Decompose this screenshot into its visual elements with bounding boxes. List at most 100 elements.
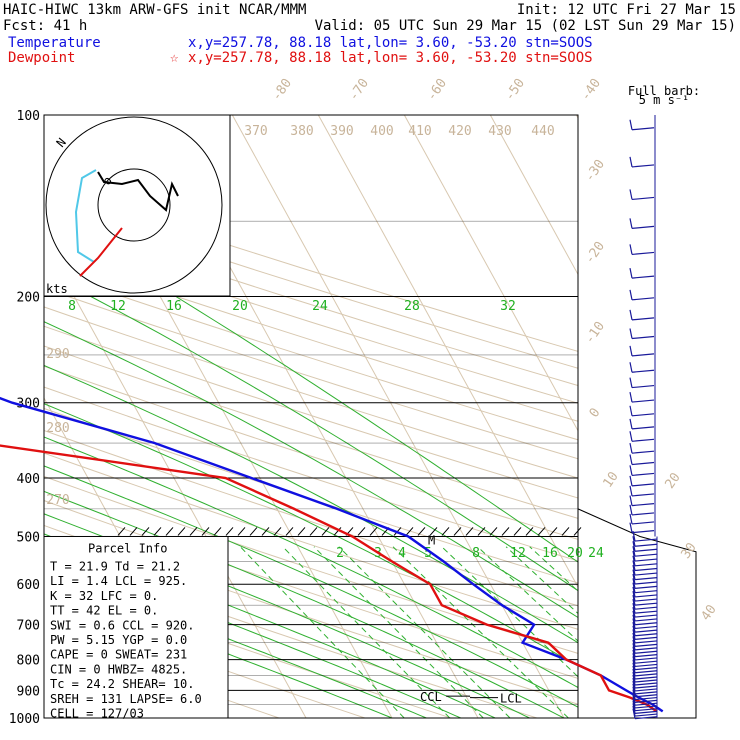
isotherm <box>403 115 578 432</box>
hodograph-trace-lower <box>79 227 123 277</box>
wind-barb <box>629 377 655 389</box>
wind-barb-flag <box>629 513 633 525</box>
wind-barb-flag <box>629 362 633 373</box>
wind-barb <box>632 603 658 614</box>
temperature-tick-label: -40 <box>578 76 604 104</box>
theta-label: 400 <box>370 124 393 139</box>
wind-barb <box>629 431 655 442</box>
wind-barb-staff <box>631 493 655 497</box>
mixing-ratio-label: 24 <box>588 546 604 561</box>
level-hatch <box>141 527 150 536</box>
wind-barb-flag <box>632 595 636 606</box>
theta-label: 290 <box>46 347 69 362</box>
wind-barb-staff <box>631 164 655 168</box>
wind-barb <box>632 625 658 637</box>
level-hatch <box>297 527 306 536</box>
level-hatch <box>117 527 126 536</box>
pressure-tick-label: 800 <box>17 654 40 669</box>
level-hatch <box>153 527 162 536</box>
level-hatch <box>477 527 486 536</box>
wind-barb-staff <box>631 196 655 201</box>
level-hatch <box>273 527 282 536</box>
wind-barb-staff <box>634 618 658 622</box>
wind-barb <box>629 522 655 534</box>
wind-barb-staff <box>634 581 658 585</box>
dewpoint-legend: Dewpoint <box>8 50 75 66</box>
wind-barb <box>629 391 655 403</box>
wind-barb-staff <box>634 650 658 654</box>
moist-adiabat-label: 8 <box>68 299 76 314</box>
wind-barb-staff <box>631 530 655 534</box>
wind-barb-flag <box>632 656 636 667</box>
wind-barb <box>632 599 658 610</box>
wind-barb-flag <box>632 573 636 585</box>
theta-label: 270 <box>46 493 69 508</box>
level-hatch <box>237 527 246 536</box>
wind-barb-flag <box>632 590 636 602</box>
wind-barb <box>629 465 655 477</box>
level-hatch <box>573 527 582 536</box>
wind-barb-staff <box>634 670 658 674</box>
ccl-label: CCL <box>420 690 442 704</box>
wind-barb-staff <box>631 353 655 357</box>
wind-barb-staff <box>634 702 658 706</box>
parcel-info-row: CIN = 0 HWBZ= 4825. <box>50 662 187 676</box>
wind-barb-flag <box>629 475 633 486</box>
wind-barb-staff <box>634 710 658 714</box>
dewpoint-info: x,y=257.78, 88.18 lat,lon= 3.60, -53.20 … <box>188 50 593 66</box>
temperature-tick-label: -20 <box>582 239 608 267</box>
wind-barb <box>632 653 658 664</box>
wind-barb-staff <box>631 275 655 279</box>
wind-barb-staff <box>634 548 658 552</box>
wind-barb-flag <box>632 586 636 598</box>
wind-barb-staff <box>634 699 658 703</box>
wind-barb <box>632 622 658 633</box>
wind-barb-staff <box>634 643 658 647</box>
pressure-tick-label: 1000 <box>9 712 40 727</box>
wind-barb-flag <box>629 431 633 442</box>
parcel-info-row: SWI = 0.6 CCL = 920. <box>50 618 195 632</box>
wind-barb <box>629 405 655 417</box>
level-hatch <box>129 527 138 536</box>
level-hatch <box>321 527 330 536</box>
wind-barb-flag <box>629 522 633 533</box>
wind-barb-staff <box>634 679 658 683</box>
header-title: HAIC-HIWC 13km ARW-GFS init NCAR/MMM <box>3 2 306 18</box>
wind-barb-staff <box>634 691 658 695</box>
level-hatch <box>537 527 546 536</box>
moist-adiabat-label: 28 <box>404 299 420 314</box>
temperature-tick-label: 30 <box>678 540 699 561</box>
temperature-tick-label: 20 <box>662 470 683 491</box>
parcel-info-row: CAPE = 0 SWEAT= 231 <box>50 648 187 662</box>
level-hatch <box>369 527 378 536</box>
wind-barb <box>632 578 658 589</box>
wind-barb-staff <box>631 225 655 229</box>
pressure-tick-label: 700 <box>17 619 40 634</box>
mixing-ratio-label: 16 <box>542 546 558 561</box>
wind-barb-flag <box>632 536 636 547</box>
wind-barb-flag <box>629 454 633 465</box>
wind-barb-flag <box>632 546 636 557</box>
wind-barb <box>632 590 658 602</box>
wind-barb-staff <box>631 472 655 477</box>
wind-barb-staff <box>634 598 658 602</box>
wind-barb-flag <box>632 659 636 670</box>
level-hatch <box>201 527 210 536</box>
wind-barb-flag <box>629 328 633 339</box>
wind-barb <box>632 573 658 585</box>
wind-barb-staff <box>631 399 655 403</box>
wind-barb <box>629 189 655 201</box>
level-hatch <box>429 527 438 536</box>
temperature-tick-label: -30 <box>582 157 608 185</box>
wind-barb <box>629 418 655 430</box>
wind-barb <box>629 475 655 487</box>
wind-barb <box>632 564 658 576</box>
wind-barb-flag <box>632 603 636 614</box>
wind-barb-staff <box>631 251 655 256</box>
wind-barb-flag <box>629 377 633 388</box>
wind-barb-flag <box>632 618 636 629</box>
wind-barb <box>632 555 658 567</box>
level-hatch <box>441 527 450 536</box>
wind-barb-flag <box>632 564 636 576</box>
level-hatch <box>549 527 558 536</box>
